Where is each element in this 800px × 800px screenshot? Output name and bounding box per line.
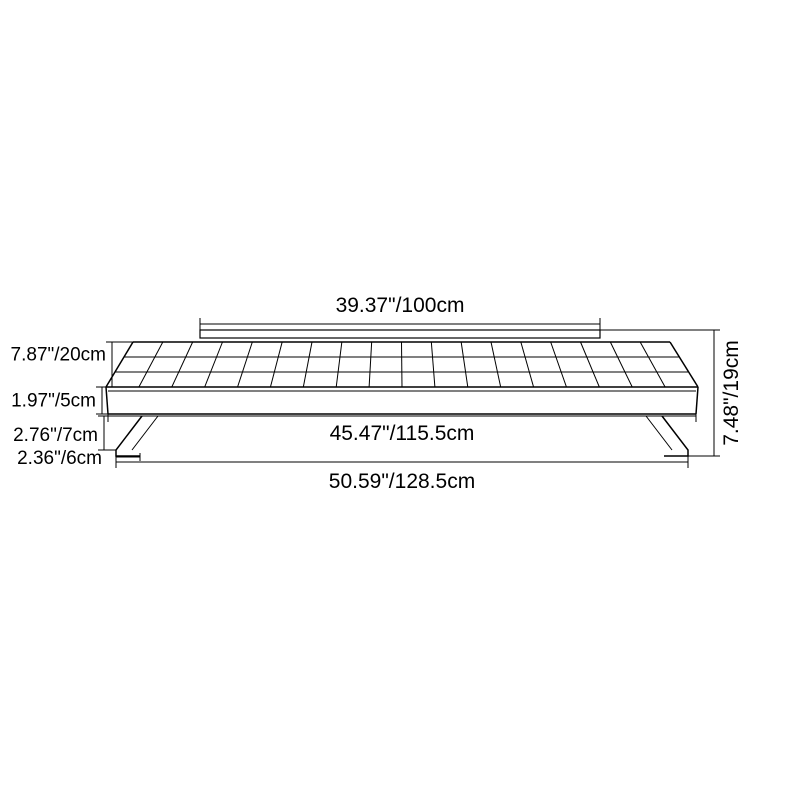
dimension-label: 45.47"/115.5cm: [330, 422, 475, 445]
dimension-label: 39.37"/100cm: [336, 294, 465, 317]
dimension-label: 2.76"/7cm: [13, 425, 98, 446]
dimension-label: 7.48"/19cm: [720, 340, 743, 446]
dimension-label: 50.59"/128.5cm: [329, 470, 475, 493]
dimension-diagram: 39.37"/100cm 7.87"/20cm 1.97"/5cm 45.47"/11…: [0, 0, 800, 800]
dimension-label: 7.87"/20cm: [11, 345, 106, 366]
dimension-label: 2.36"/6cm: [17, 448, 102, 469]
back-bar: [200, 330, 600, 338]
dimension-label: 1.97"/5cm: [11, 391, 96, 412]
